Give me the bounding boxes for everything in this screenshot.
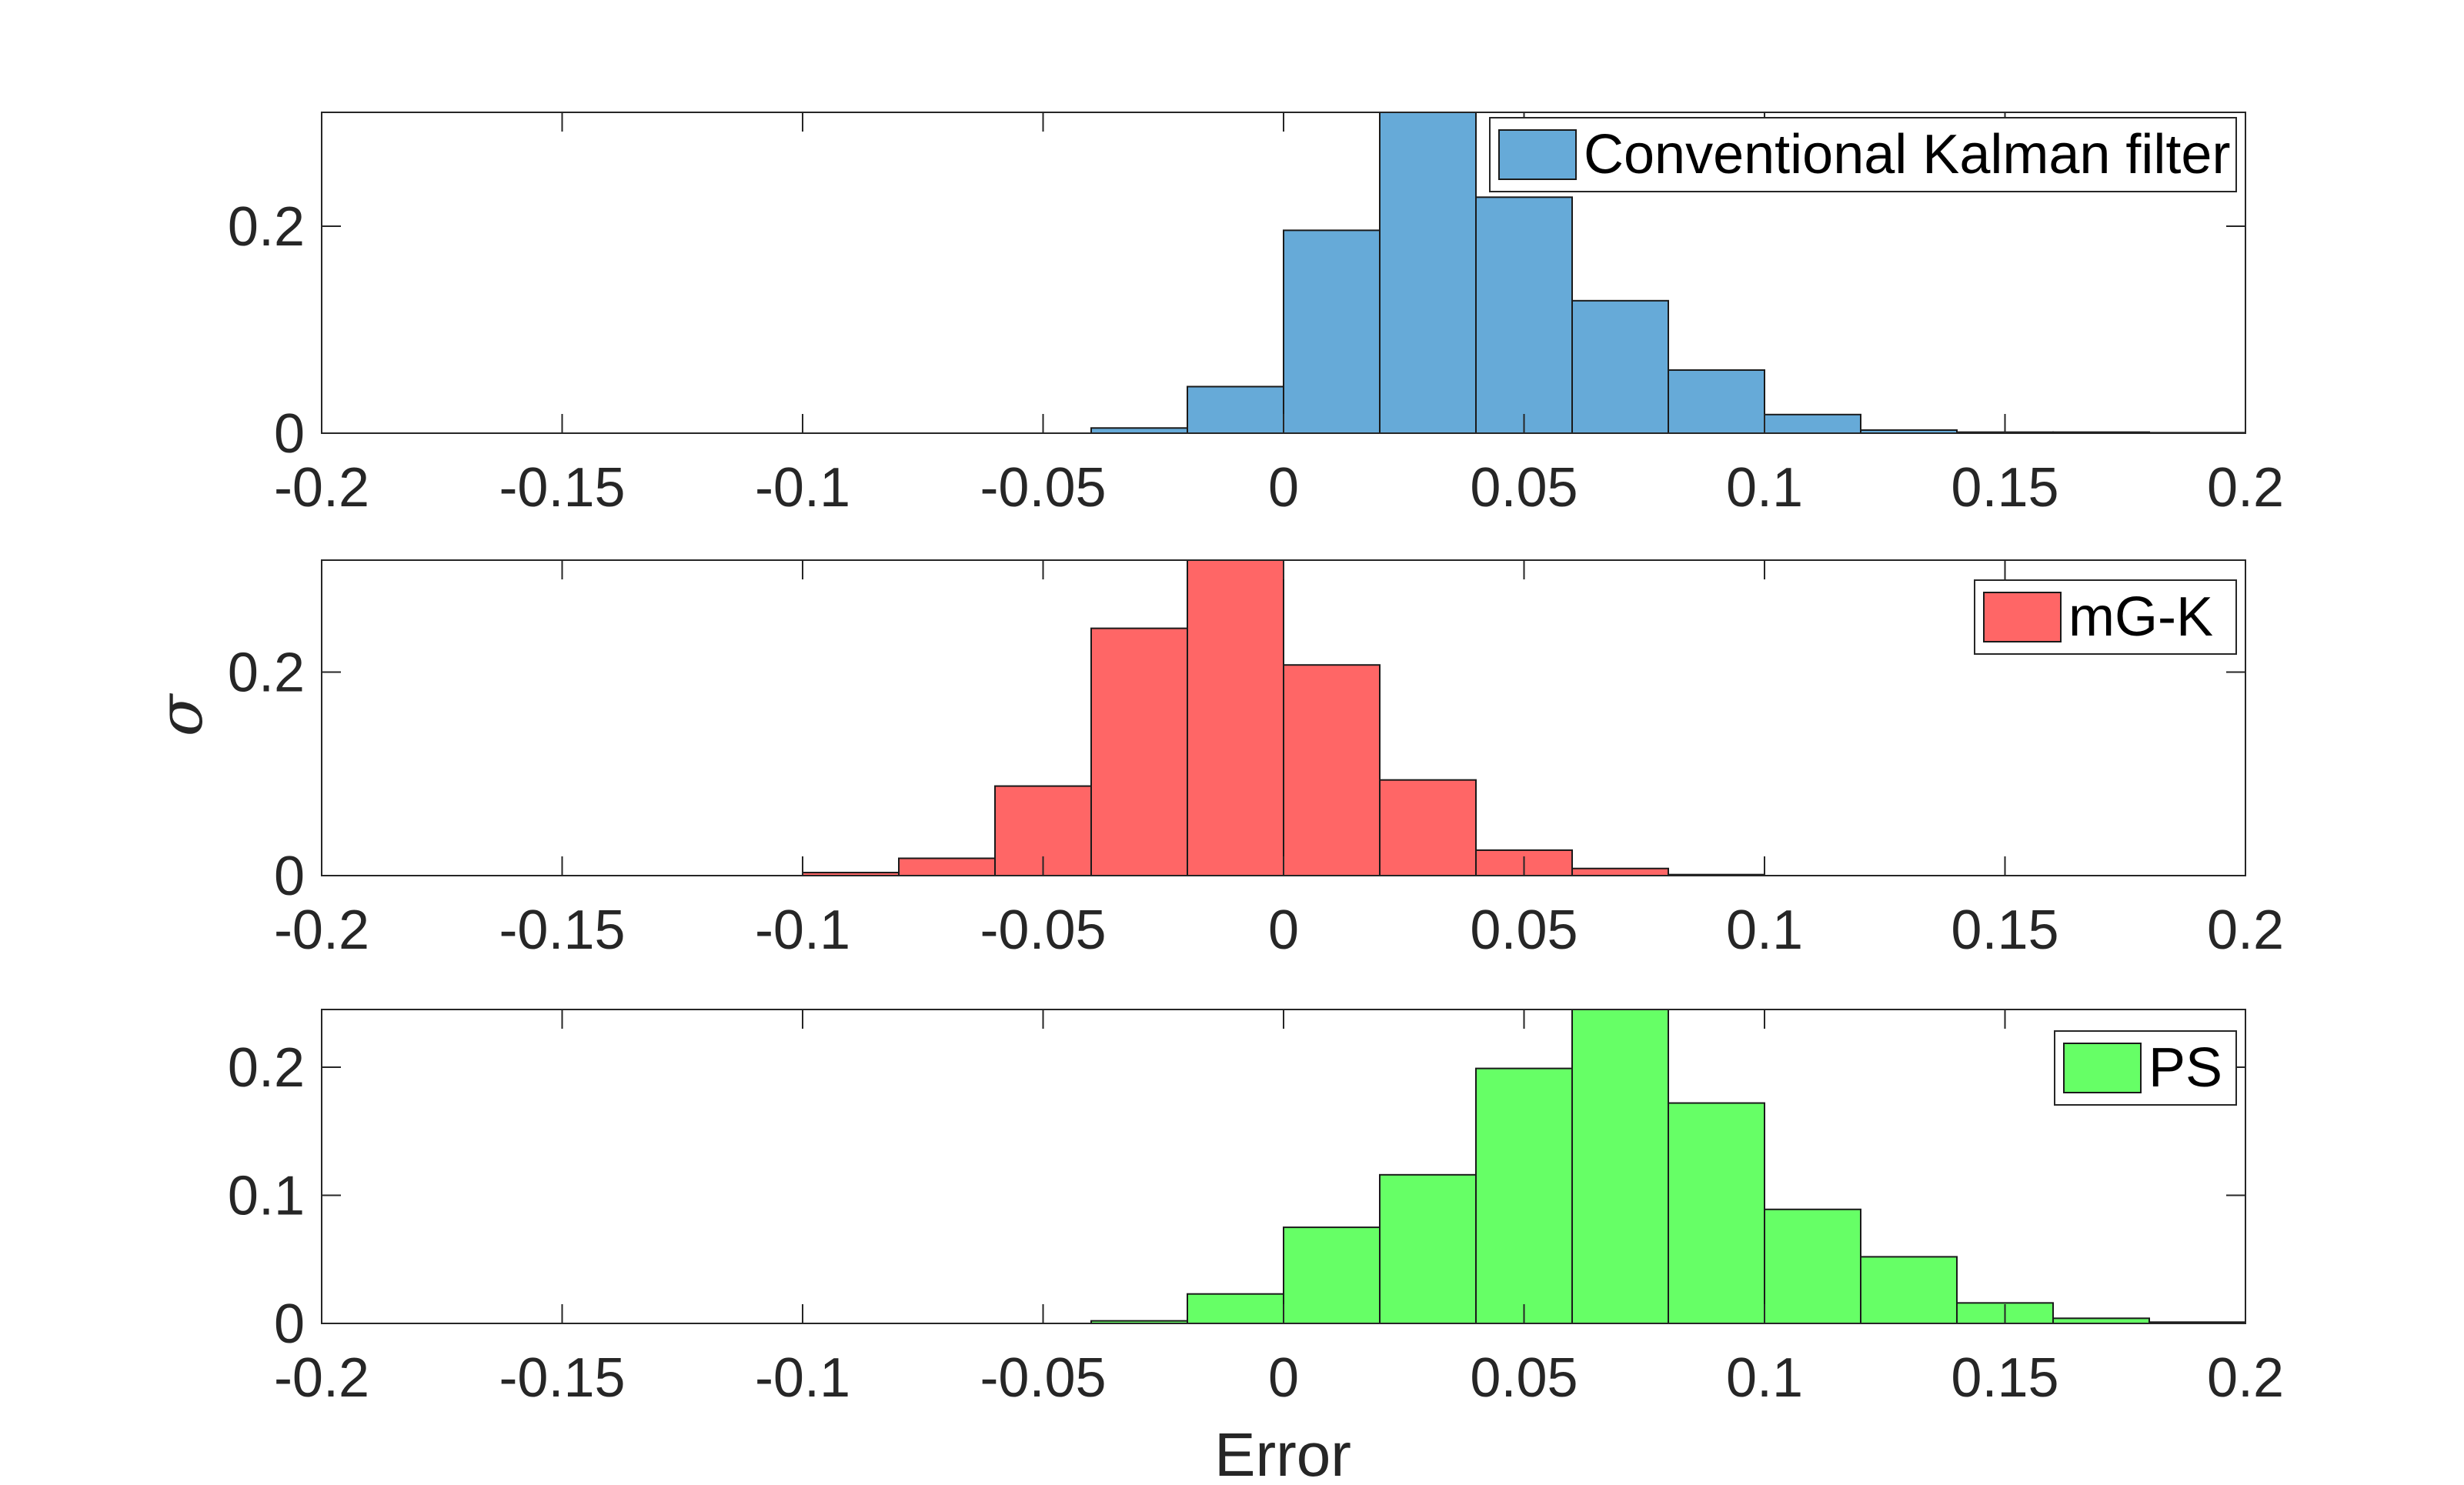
legend: Conventional Kalman filter: [1489, 117, 2237, 192]
x-tick-label: -0.05: [980, 457, 1106, 519]
histogram-bar: [1668, 369, 1765, 434]
x-tick-label: 0.15: [1951, 1347, 2058, 1409]
histogram-bar: [1764, 413, 1861, 435]
x-tick-label: 0.15: [1951, 899, 2058, 961]
histogram-bar: [1860, 1256, 1958, 1324]
histogram-bar: [1571, 299, 1669, 435]
histogram-bar: [1475, 1067, 1573, 1325]
legend-box: [1489, 117, 2237, 192]
y-tick-label: 0: [274, 1293, 305, 1355]
histogram-bar: [1090, 627, 1188, 876]
x-tick-label: -0.2: [274, 1347, 369, 1409]
x-tick-label: 0.1: [1726, 1347, 1803, 1409]
histogram-bar: [1571, 1009, 1669, 1324]
y-tick-label: 0.1: [228, 1165, 305, 1226]
histogram-bar: [1379, 112, 1477, 434]
histogram-bar: [1764, 1208, 1861, 1324]
histogram-bar: [1475, 196, 1573, 434]
x-tick-label: -0.1: [755, 899, 850, 961]
x-tick-label: 0: [1268, 457, 1299, 519]
histogram-bar: [1187, 559, 1284, 876]
x-tick-label: -0.15: [499, 1347, 625, 1409]
y-tick-label: 0: [274, 403, 305, 465]
x-tick-label: 0.1: [1726, 899, 1803, 961]
y-tick-label: 0.2: [228, 196, 305, 258]
legend-label: mG-K: [2068, 586, 2213, 648]
legend-label: PS: [2148, 1037, 2222, 1099]
histogram-panel-3: -0.2 -0.15 -0.1 -0.05 0 0.05 0.1 0.15 0.2 0 0.1 0.2…: [228, 1009, 2284, 1409]
legend-label: Conventional Kalman filter: [1584, 124, 2230, 185]
x-tick-label: 0.2: [2207, 1347, 2284, 1409]
histogram-bar: [1187, 1293, 1284, 1325]
x-tick-label: -0.1: [755, 457, 850, 519]
x-tick-label: -0.2: [274, 899, 369, 961]
histogram-bar: [1379, 1173, 1477, 1324]
legend-swatch: [1983, 592, 2062, 642]
legend-swatch: [2063, 1043, 2142, 1093]
histogram-panel-1: -0.2 -0.15 -0.1 -0.05 0 0.05 0.1 0.15 0.2 0 0.2 Con…: [228, 112, 2284, 519]
x-tick-label: -0.15: [499, 899, 625, 961]
x-tick-label: -0.2: [274, 457, 369, 519]
y-axis-label: σ: [145, 692, 216, 736]
y-tick-label: 0: [274, 846, 305, 907]
histogram-bar: [1283, 229, 1381, 434]
legend: PS: [2054, 1030, 2237, 1106]
x-tick-label: -0.05: [980, 899, 1106, 961]
histogram-bar: [1379, 779, 1477, 877]
x-tick-label: -0.15: [499, 457, 625, 519]
x-tick-label: 0: [1268, 1347, 1299, 1409]
histogram-panel-2: -0.2 -0.15 -0.1 -0.05 0 0.05 0.1 0.15 0.2 0 0.2 mG-…: [228, 559, 2284, 961]
y-tick-label: 0.2: [228, 1037, 305, 1099]
x-tick-label: 0.05: [1470, 899, 1578, 961]
x-tick-label: 0.15: [1951, 457, 2058, 519]
x-tick-label: 0.05: [1470, 457, 1578, 519]
legend-swatch: [1498, 129, 1577, 180]
x-tick-label: -0.1: [755, 1347, 850, 1409]
y-tick-label: 0.2: [228, 642, 305, 703]
legend: mG-K: [1974, 579, 2237, 655]
x-tick-label: 0.05: [1470, 1347, 1578, 1409]
x-tick-label: 0: [1268, 899, 1299, 961]
x-tick-label: -0.05: [980, 1347, 1106, 1409]
x-tick-label: 0.2: [2207, 899, 2284, 961]
histogram-bar: [1571, 867, 1669, 877]
histogram-bar: [898, 857, 996, 876]
x-axis-label: Error: [1214, 1420, 1351, 1485]
x-tick-label: 0.1: [1726, 457, 1803, 519]
histogram-bar: [1283, 664, 1381, 877]
histogram-bar: [1090, 427, 1188, 434]
histogram-bar: [1283, 1226, 1381, 1325]
x-tick-label: 0.2: [2207, 457, 2284, 519]
histogram-bar: [1187, 385, 1284, 434]
histogram-bar: [1668, 1102, 1765, 1325]
